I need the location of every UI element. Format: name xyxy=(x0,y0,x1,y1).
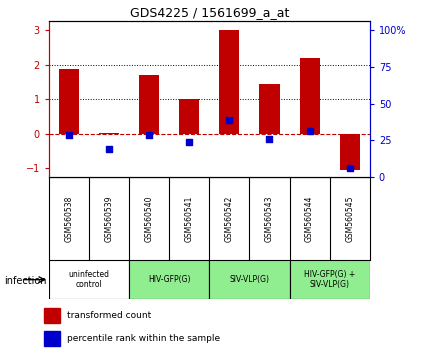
Bar xyxy=(340,134,360,170)
Text: percentile rank within the sample: percentile rank within the sample xyxy=(67,333,220,343)
Bar xyxy=(289,260,370,299)
Point xyxy=(266,136,273,142)
Bar xyxy=(44,331,60,346)
Text: GSM560545: GSM560545 xyxy=(345,195,354,242)
Point xyxy=(306,128,313,134)
Text: GSM560544: GSM560544 xyxy=(305,195,314,242)
Point xyxy=(106,146,113,152)
Bar xyxy=(209,260,289,299)
Text: GSM560542: GSM560542 xyxy=(225,195,234,242)
Text: GSM560538: GSM560538 xyxy=(65,195,74,242)
Text: uninfected
control: uninfected control xyxy=(68,270,110,289)
Bar xyxy=(300,58,320,134)
Bar xyxy=(59,69,79,134)
Text: GSM560539: GSM560539 xyxy=(105,195,113,242)
Title: GDS4225 / 1561699_a_at: GDS4225 / 1561699_a_at xyxy=(130,6,289,19)
Point xyxy=(186,139,193,145)
Bar xyxy=(44,308,60,323)
Point xyxy=(65,132,72,138)
Bar xyxy=(99,133,119,134)
Bar xyxy=(129,260,209,299)
Bar xyxy=(259,84,280,134)
Bar xyxy=(49,260,129,299)
Text: GSM560543: GSM560543 xyxy=(265,195,274,242)
Bar xyxy=(179,99,199,134)
Text: SIV-VLP(G): SIV-VLP(G) xyxy=(230,275,269,284)
Text: HIV-GFP(G) +
SIV-VLP(G): HIV-GFP(G) + SIV-VLP(G) xyxy=(304,270,355,289)
Text: infection: infection xyxy=(4,276,47,286)
Text: GSM560540: GSM560540 xyxy=(144,195,154,242)
Point xyxy=(346,166,353,171)
Point xyxy=(226,117,233,123)
Text: HIV-GFP(G): HIV-GFP(G) xyxy=(148,275,190,284)
Bar xyxy=(219,30,239,134)
Point xyxy=(146,132,153,138)
Text: GSM560541: GSM560541 xyxy=(185,195,194,242)
Text: transformed count: transformed count xyxy=(67,311,151,320)
Bar xyxy=(139,75,159,134)
